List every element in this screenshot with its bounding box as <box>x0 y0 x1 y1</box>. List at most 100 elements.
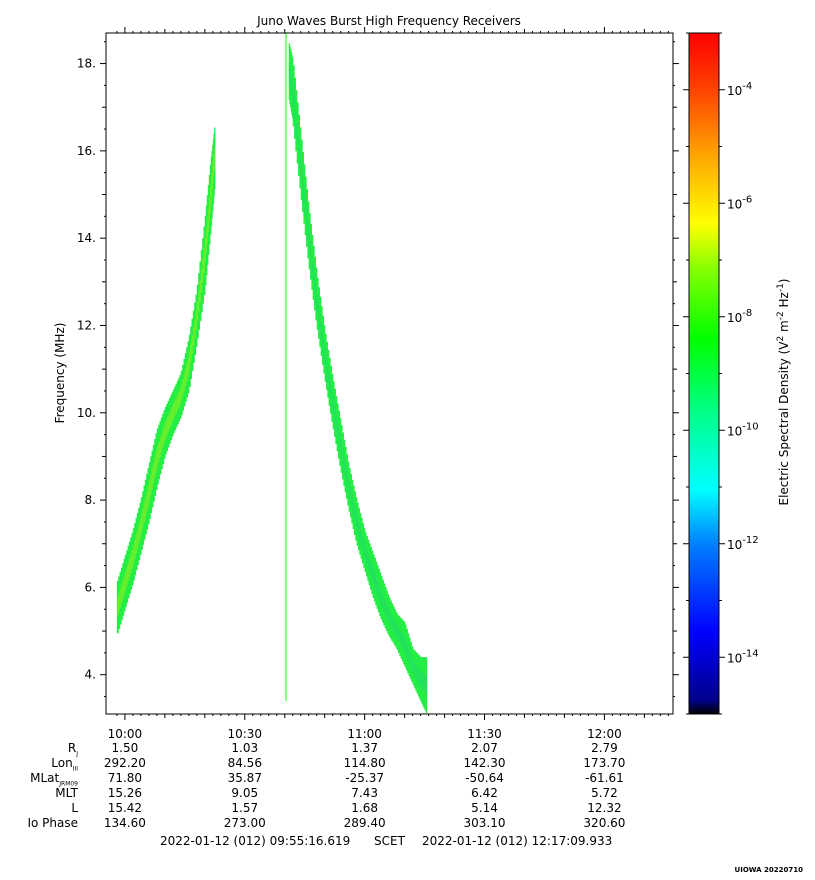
footer-scet-label: SCET <box>374 834 405 848</box>
emission-core-cell <box>170 409 173 426</box>
ephemeris-value: 1.03 <box>231 741 259 755</box>
emission-core-cell <box>411 657 414 671</box>
emission-core-cell <box>392 618 395 632</box>
emission-core-cell <box>404 638 407 654</box>
y-tick-label: 14. <box>77 231 96 245</box>
x-tick-label: 10:30 <box>227 727 262 741</box>
y-tick-label: 18. <box>77 57 96 71</box>
emission-core-cell <box>318 303 320 323</box>
emission-core-cell <box>375 575 378 592</box>
emission-core-cell <box>188 351 191 371</box>
ephemeris-value: 15.42 <box>107 801 143 815</box>
emission-core-cell <box>395 623 398 637</box>
emission-core-cell <box>166 419 169 436</box>
emission-core-cell <box>295 109 298 132</box>
colorbar-tick-label: 10-10 <box>727 421 759 438</box>
emission-core-cell <box>303 183 306 205</box>
emission-core-cell <box>415 664 418 679</box>
emission-core-cell <box>139 519 142 539</box>
emission-core-cell <box>135 534 138 554</box>
ephemeris-value: 1.50 <box>111 741 139 755</box>
emission-core-cell <box>158 442 161 462</box>
x-tick-label: 11:30 <box>467 727 502 741</box>
emission-core-cell <box>304 195 307 217</box>
emission-core-cell <box>340 440 343 458</box>
ephemeris-value: 142.30 <box>463 756 506 770</box>
colorbar-tick-label: 10-4 <box>727 81 752 98</box>
ephemeris-value: 6.42 <box>471 786 498 800</box>
emission-core-cell <box>417 668 420 684</box>
x-tick-label: 11:00 <box>347 727 382 741</box>
emission-core-cell <box>391 615 394 629</box>
emission-core-cell <box>296 122 299 145</box>
emission-core-cell <box>204 237 207 264</box>
emission-core-cell <box>319 312 322 332</box>
emission-core-cell <box>334 404 336 422</box>
emission-core-cell <box>183 374 186 392</box>
ephemeris-value: 15.26 <box>107 786 143 800</box>
ephemeris-row-label: L <box>71 801 78 815</box>
emission-core-cell <box>339 433 342 451</box>
emission-core-cell <box>355 511 358 527</box>
emission-core-cell <box>290 70 293 93</box>
emission-core-cell <box>425 675 428 696</box>
emission-core-cell <box>424 674 427 694</box>
emission-core-cell <box>199 280 202 303</box>
emission-core-cell <box>191 335 194 355</box>
ephemeris-value: 7.43 <box>351 786 379 800</box>
emission-core-cell <box>312 263 315 283</box>
emission-core-cell <box>130 553 133 573</box>
emission-core-cell <box>171 406 174 423</box>
emission-core-cell <box>399 629 402 644</box>
ephemeris-value: 71.80 <box>107 771 143 785</box>
emission-core-cell <box>358 521 360 537</box>
emission-core-cell <box>420 671 423 688</box>
emission-core-cell <box>120 584 123 604</box>
emission-core-cell <box>116 597 119 617</box>
footer-end-time: 2022-01-12 (012) 12:17:09.933 <box>422 834 613 848</box>
emission-core-cell <box>384 600 387 615</box>
y-tick-label: 12. <box>77 318 96 332</box>
credit-label: UIOWA 20220710 <box>734 866 803 874</box>
ephemeris-value: -50.64 <box>465 771 504 785</box>
ephemeris-value: 173.70 <box>583 756 626 770</box>
emission-core-cell <box>412 660 415 674</box>
emission-core-cell <box>128 558 131 578</box>
emission-core-cell <box>118 593 121 613</box>
emission-core-cell <box>397 627 400 642</box>
emission-core-cell <box>408 649 411 664</box>
emission-core-cell <box>351 493 354 510</box>
emission-core-cell <box>212 166 214 191</box>
emission-core-cell <box>292 77 294 100</box>
emission-core-cell <box>176 394 179 411</box>
emission-core-cell <box>330 381 332 399</box>
emission-core-cell <box>381 593 384 609</box>
emission-core-cell <box>306 207 308 229</box>
emission-core-cell <box>186 363 189 382</box>
ephemeris-value: 292.20 <box>103 756 146 770</box>
emission-core-cell <box>291 74 293 96</box>
emission-core-cell <box>419 670 422 686</box>
emission-core-cell <box>396 625 399 639</box>
emission-core-cell <box>211 172 213 197</box>
emission-core-cell <box>172 403 175 420</box>
plot-frame <box>105 32 674 715</box>
emission-core-cell <box>403 635 406 651</box>
emission-core-cell <box>210 178 213 204</box>
ephemeris-value: 9.05 <box>231 786 259 800</box>
emission-core-cell <box>168 412 171 430</box>
emission-core-cell <box>123 575 126 595</box>
ephemeris-value: 1.57 <box>231 801 259 815</box>
emission-core-cell <box>423 673 426 693</box>
emission-core-cell <box>156 446 159 467</box>
emission-core-cell <box>371 564 374 581</box>
emission-core-cell <box>214 147 216 170</box>
emission-core-cell <box>206 217 209 243</box>
emission-core-cell <box>190 343 193 363</box>
emission-core-cell <box>131 549 134 569</box>
emission-core-cell <box>159 438 162 458</box>
emission-core-cell <box>311 252 314 273</box>
emission-core-cell <box>316 294 319 314</box>
emission-core-cell <box>148 480 151 501</box>
